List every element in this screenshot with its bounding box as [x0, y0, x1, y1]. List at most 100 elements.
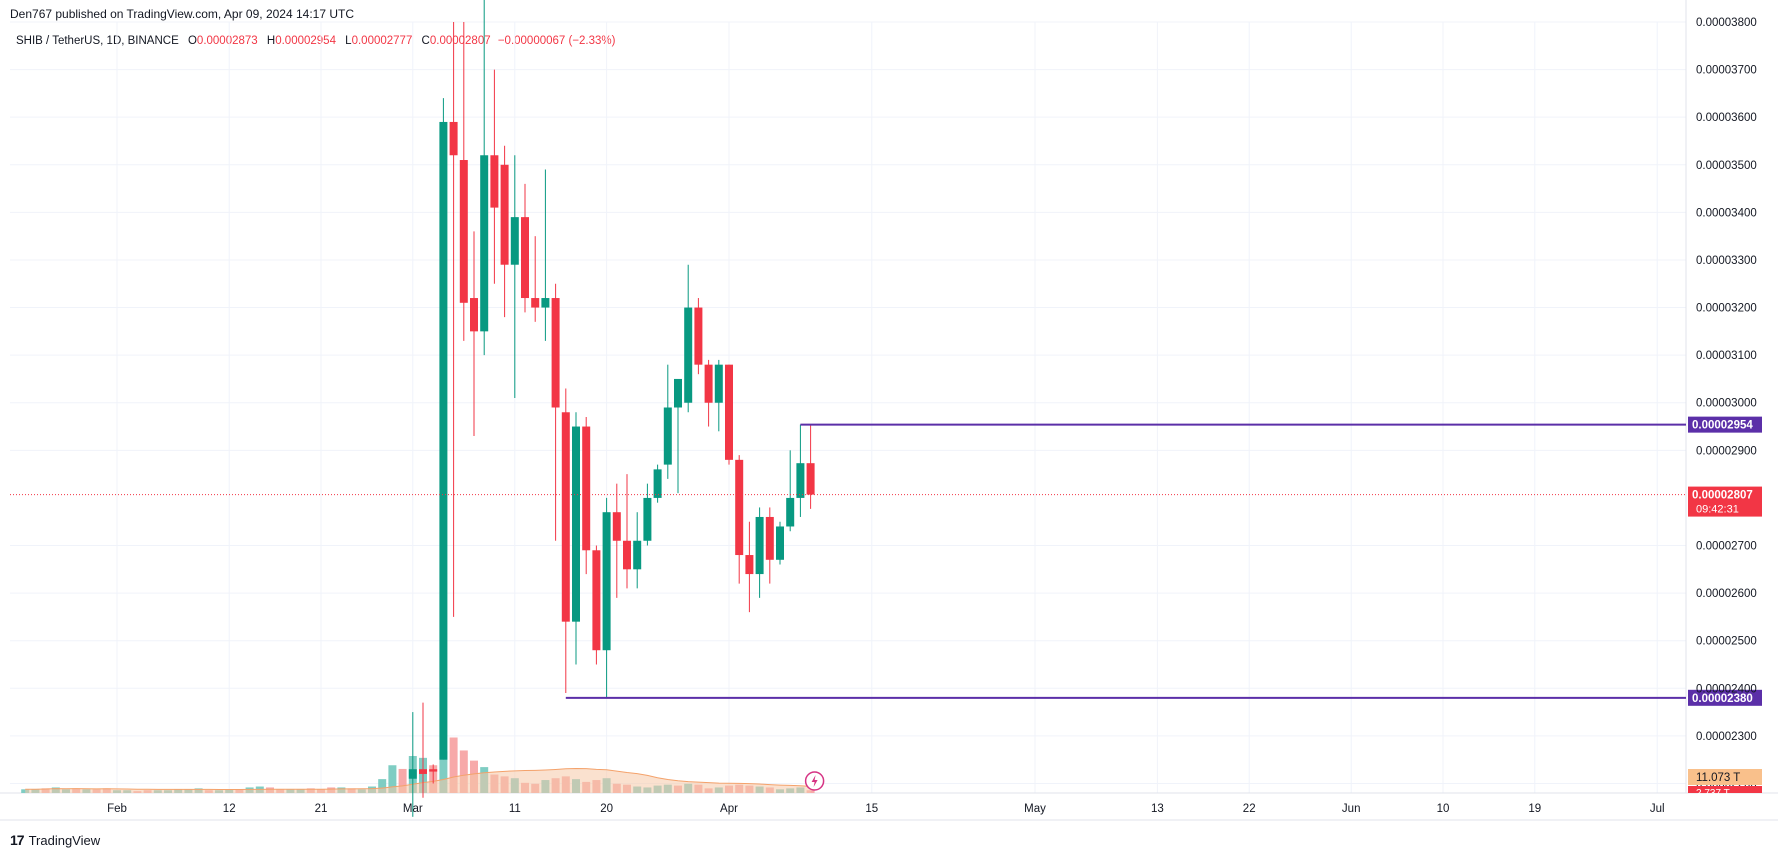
candle-body: [521, 217, 529, 299]
candle-body: [633, 540, 642, 570]
price-tick-label: 0.00003600: [1696, 112, 1757, 124]
candle-body: [714, 364, 723, 403]
candle-body: [408, 769, 417, 779]
candle-body: [470, 298, 478, 332]
volume-ma-tag: [1688, 786, 1762, 793]
candle-body: [796, 463, 805, 498]
candle-body: [776, 526, 784, 560]
price-tick-label: 0.00002600: [1696, 588, 1757, 600]
volume-pane: [21, 737, 815, 793]
time-tick-label: May: [1024, 803, 1046, 815]
change-value: −0.00000067 (−2.33%): [497, 35, 616, 47]
candle-body: [735, 459, 744, 556]
published-caption: Den767 published on TradingView.com, Apr…: [10, 7, 355, 21]
candle-body: [725, 364, 733, 460]
candle-body: [704, 364, 713, 403]
grid: [10, 21, 1686, 793]
price-tick-label: 0.00003000: [1696, 398, 1757, 410]
high-key: H: [266, 35, 276, 47]
candle-body: [500, 164, 509, 265]
candles: [408, 0, 815, 817]
candle-body: [755, 516, 764, 575]
volume-bar: [459, 750, 468, 793]
candle-body: [765, 516, 774, 560]
candle-body: [449, 121, 458, 156]
volume-bar: [388, 765, 397, 793]
time-tick-label: 12: [223, 803, 236, 815]
candle-body: [439, 121, 448, 760]
candle-body: [612, 512, 621, 541]
candle-body: [541, 298, 550, 308]
price-tick-label: 0.00003500: [1696, 160, 1757, 172]
time-tick-label: 21: [315, 803, 328, 815]
candle-body: [653, 469, 662, 498]
candle-body: [429, 769, 438, 772]
price-tick-label: 0.00003200: [1696, 303, 1757, 315]
price-tick-label: 0.00003700: [1696, 65, 1757, 77]
symbol-title[interactable]: SHIB / TetherUS, 1D, BINANCE: [16, 35, 179, 47]
candle-body: [694, 307, 703, 365]
open-key: O: [187, 35, 197, 47]
volume-bar: [378, 779, 387, 793]
time-tick-label: Mar: [403, 803, 423, 815]
candle-body: [459, 160, 468, 303]
close-key: C: [421, 35, 430, 47]
time-tick-label: 19: [1528, 803, 1541, 815]
candle-body: [490, 155, 499, 208]
price-tick-label: 0.00002400: [1696, 683, 1757, 695]
low-key: L: [345, 35, 352, 47]
time-tick-label: 10: [1437, 803, 1450, 815]
brand-name: TradingView: [28, 832, 101, 848]
open-value: 0.00002873: [196, 35, 258, 47]
level-price-label: 0.00002954: [1692, 420, 1753, 432]
price-tick-label: 0.00003100: [1696, 350, 1757, 362]
price-tick-label: 0.00003300: [1696, 255, 1757, 267]
candle-body: [572, 426, 580, 622]
level-price-tag: [1688, 416, 1762, 433]
volume-bar: [398, 768, 407, 793]
volume-tag: [1688, 769, 1762, 785]
tradingview-brand[interactable]: 17 TradingView: [10, 832, 100, 848]
candle-body: [623, 540, 631, 570]
candle-body: [806, 463, 815, 495]
lightning-glyph-icon: [811, 775, 818, 787]
time-tick-label: 13: [1151, 803, 1164, 815]
candle-body: [480, 155, 489, 332]
price-tick-label: 0.00002900: [1696, 445, 1757, 457]
volume-bar: [439, 751, 448, 793]
time-tick-label: 22: [1243, 803, 1256, 815]
price-tick-label: 0.00003800: [1696, 17, 1757, 29]
candle-body: [786, 497, 795, 527]
level-price-label: 0.00002380: [1692, 693, 1753, 705]
time-tick-label: Apr: [720, 803, 738, 815]
tradingview-logo-icon: 17: [10, 832, 25, 848]
price-tick-label: 0.00002500: [1696, 636, 1757, 648]
price-tick-label: 0.00003400: [1696, 207, 1757, 219]
candle-body: [602, 512, 611, 651]
volume-value-label: 11.073 T: [1696, 772, 1740, 784]
candle-body: [419, 769, 427, 774]
volume-ma-area: [25, 768, 811, 793]
last-price-label: 0.00002807: [1692, 490, 1753, 502]
volume-ma-line: [25, 767, 811, 790]
time-tick-label: Feb: [107, 803, 127, 815]
time-tick-label: 20: [600, 803, 613, 815]
candle-body: [510, 217, 519, 265]
time-tick-label: 11: [509, 803, 521, 815]
last-price-tag: [1688, 486, 1762, 517]
price-tick-label: 0.00002300: [1696, 731, 1757, 743]
candle-body: [684, 307, 693, 403]
candle-body: [531, 298, 540, 308]
candle-body: [745, 555, 754, 575]
candle-body: [643, 497, 652, 541]
candle-body: [551, 298, 560, 408]
time-tick-label: Jun: [1342, 803, 1361, 815]
time-tick-label: Jul: [1650, 803, 1665, 815]
candle-body: [674, 378, 682, 408]
time-tick-label: 15: [865, 803, 878, 815]
close-value: 0.00002807: [429, 35, 491, 47]
low-value: 0.00002777: [351, 35, 413, 47]
level-price-tag: [1688, 689, 1762, 706]
countdown-label: 09:42:31: [1696, 504, 1739, 516]
